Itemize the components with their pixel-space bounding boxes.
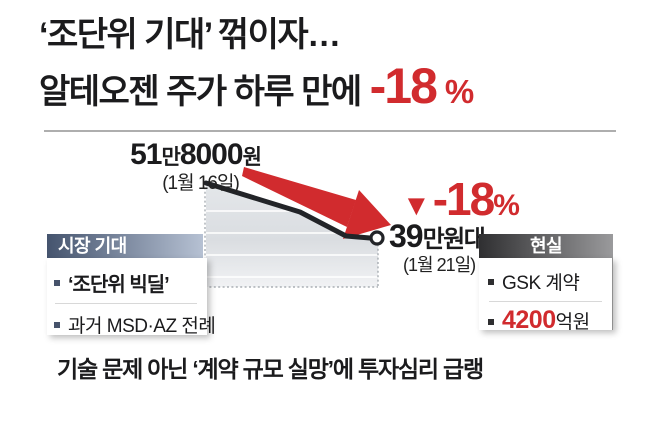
list-item: GSK 계약	[488, 265, 612, 297]
headline: ‘조단위 기대’ 꺾이자… 알테오젠 주가 하루 만에 -18 %	[39, 14, 474, 113]
price-line	[203, 180, 373, 241]
market-item-bigdeal: ‘조단위 빅딜’	[68, 274, 170, 296]
start-value-unit2: 원	[242, 146, 262, 169]
drop-percent-badge: ▼ -18 %	[402, 176, 520, 222]
item-divider	[489, 301, 602, 302]
market-expectation-box: 시장 기대 ‘조단위 빅딜’ 과거 MSD·AZ 전례	[47, 234, 216, 337]
headline-line2-text: 알테오젠 주가 하루 만에	[39, 72, 362, 111]
amount-unit: 억원	[555, 312, 590, 333]
end-point-label: 39만원대 (1월 21일)	[389, 218, 486, 275]
start-value-unit1: 만	[161, 146, 180, 169]
market-box-header: 시장 기대	[47, 234, 203, 258]
list-item: 과거 MSD·AZ 전례	[54, 308, 216, 340]
market-box-body: ‘조단위 빅딜’ 과거 MSD·AZ 전례	[47, 258, 216, 337]
square-bullet-icon	[54, 280, 60, 286]
headline-line2: 알테오젠 주가 하루 만에 -18 %	[39, 57, 475, 114]
chart-area-fill	[206, 183, 378, 287]
amount-value: 4200	[502, 306, 556, 334]
reality-box-body: GSK 계약 4200억원	[479, 258, 613, 333]
list-item: ‘조단위 빅딜’	[54, 265, 207, 299]
start-point-label: 51만8000원 (1월 16일)	[98, 138, 293, 194]
square-bullet-icon	[54, 322, 60, 328]
end-point-marker	[369, 230, 385, 246]
item-divider	[55, 303, 197, 304]
start-date-label: (1월 16일)	[162, 173, 240, 194]
end-date-label: (1월 21일)	[403, 255, 476, 275]
headline-line1: ‘조단위 기대’ 꺾이자…	[39, 16, 341, 54]
headline-drop-unit: %	[444, 72, 475, 110]
chart-dotted-border	[204, 183, 379, 288]
list-item: 4200억원	[488, 306, 612, 336]
start-value-num2: 8000	[179, 138, 244, 171]
reality-item-gsk: GSK 계약	[502, 273, 580, 294]
market-item-precedent: 과거 MSD·AZ 전례	[68, 316, 216, 337]
drop-arrow	[242, 167, 391, 239]
drop-badge-value: -18	[432, 173, 496, 225]
end-value-unit: 만원대	[422, 226, 486, 253]
reality-box-header: 현실	[479, 234, 613, 258]
footer-caption: 기술 문제 아닌 ‘계약 규모 실망’에 투자심리 급랭	[57, 356, 484, 382]
start-value-num1: 51	[130, 138, 162, 171]
headline-drop-value: -18	[369, 57, 438, 114]
reality-item-amount: 4200억원	[502, 307, 590, 334]
reality-box: 현실 GSK 계약 4200억원	[479, 234, 613, 333]
square-bullet-icon	[488, 279, 494, 285]
square-bullet-icon	[488, 318, 494, 325]
end-value-num: 39	[389, 218, 424, 254]
title-divider-rule	[44, 130, 616, 132]
drop-badge-unit: %	[493, 189, 520, 222]
down-triangle-icon: ▼	[402, 190, 431, 222]
